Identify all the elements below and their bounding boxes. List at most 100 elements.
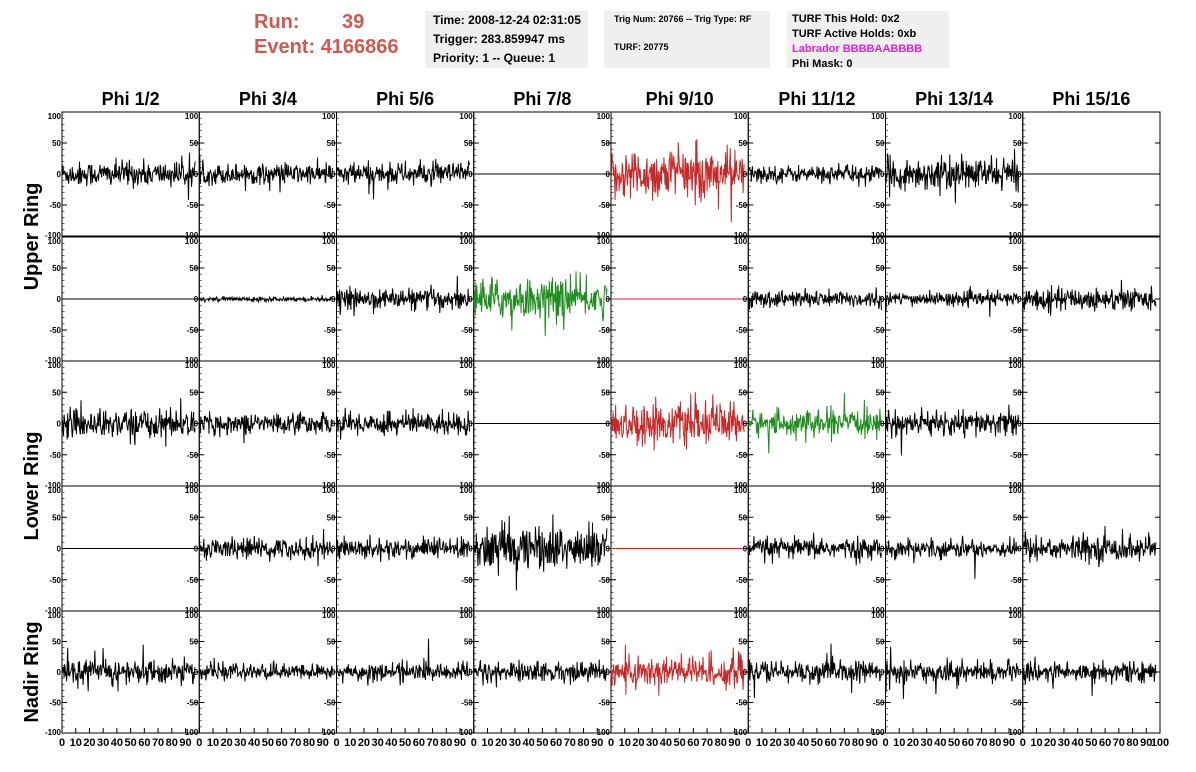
ytick-label: -100 <box>457 728 474 737</box>
trace-r5-c8 <box>1022 656 1157 697</box>
ytick-label: -50 <box>736 326 748 335</box>
ytick-label: 50 <box>738 139 747 148</box>
xtick-label: 10 <box>893 737 905 749</box>
ytick-label: 0 <box>468 295 473 304</box>
ytick-label: -100 <box>594 728 611 737</box>
xtick-label: 40 <box>248 737 260 749</box>
xtick-label: 20 <box>632 737 644 749</box>
ytick-label: 100 <box>459 112 473 121</box>
xtick-label: 50 <box>536 737 548 749</box>
ytick-label: 50 <box>876 139 885 148</box>
xtick-label: 80 <box>166 737 178 749</box>
xtick-label: 10 <box>207 737 219 749</box>
ytick-label: 0 <box>880 668 885 677</box>
ytick-label: 50 <box>464 513 473 522</box>
ytick-label: 0 <box>1017 420 1022 429</box>
ytick-label: -50 <box>598 201 610 210</box>
ytick-label: -50 <box>598 576 610 585</box>
ytick-label: 50 <box>189 638 198 647</box>
ytick-label: -50 <box>187 451 199 460</box>
ytick-label: 100 <box>322 486 336 495</box>
ytick-label: 0 <box>468 545 473 554</box>
ytick-label: 100 <box>185 611 199 620</box>
ytick-label: 0 <box>880 170 885 179</box>
run-label: Run: <box>254 11 300 33</box>
ytick-label: 50 <box>601 139 610 148</box>
xtick-label: 10 <box>619 737 631 749</box>
ytick-label: -50 <box>187 699 199 708</box>
ytick-label: -100 <box>868 728 885 737</box>
ytick-label: -50 <box>598 451 610 460</box>
ytick-label: 100 <box>597 237 611 246</box>
xtick-label: 90 <box>179 737 191 749</box>
ytick-label: 100 <box>185 361 199 370</box>
ytick-label: -50 <box>736 576 748 585</box>
ytick-label: 50 <box>52 638 61 647</box>
ytick-label: -50 <box>736 451 748 460</box>
ytick-label: 0 <box>331 170 336 179</box>
ytick-label: 0 <box>880 545 885 554</box>
ytick-label: 100 <box>597 611 611 620</box>
ytick-label: 100 <box>871 361 885 370</box>
ytick-label: -100 <box>457 231 474 240</box>
ytick-label: -50 <box>873 201 885 210</box>
ytick-label: 50 <box>738 388 747 397</box>
xtick-label: 40 <box>934 737 946 749</box>
ytick-label: 100 <box>459 486 473 495</box>
ytick-label: 0 <box>606 545 611 554</box>
ytick-label: 50 <box>738 513 747 522</box>
trace-r3-c7 <box>885 404 1020 456</box>
ytick-label: -50 <box>49 576 61 585</box>
ytick-label: 100 <box>459 361 473 370</box>
trace-r2-c8 <box>1022 279 1157 316</box>
phi-title-5: Phi 9/10 <box>646 89 714 109</box>
ytick-label: 0 <box>606 420 611 429</box>
ytick-label: 50 <box>327 513 336 522</box>
ytick-label: 0 <box>57 170 62 179</box>
ytick-label: 100 <box>185 486 199 495</box>
trace-r1-c3 <box>336 158 471 200</box>
xtick-label: 60 <box>1099 737 1111 749</box>
ytick-label: 0 <box>468 170 473 179</box>
ytick-label: 100 <box>1008 486 1022 495</box>
xtick-label: 50 <box>125 737 137 749</box>
ytick-label: -100 <box>45 606 62 615</box>
trace-r4-c4 <box>473 514 608 591</box>
xtick-label: 20 <box>358 737 370 749</box>
ytick-label: 100 <box>1008 237 1022 246</box>
xtick-label: 60 <box>413 737 425 749</box>
ytick-label: 100 <box>48 237 62 246</box>
trace-r2-c4 <box>473 271 608 337</box>
ytick-label: 100 <box>871 237 885 246</box>
xtick-label: 90 <box>1003 737 1015 749</box>
ytick-label: 100 <box>459 611 473 620</box>
ytick-label: 50 <box>601 388 610 397</box>
ytick-label: 0 <box>331 420 336 429</box>
xtick-label: 90 <box>866 737 878 749</box>
ytick-label: 0 <box>57 545 62 554</box>
ytick-label: 100 <box>734 486 748 495</box>
ytick-label: 0 <box>194 668 199 677</box>
xtick-label: 40 <box>660 737 672 749</box>
xtick-label: 100 <box>1151 737 1169 749</box>
xtick-label: 10 <box>756 737 768 749</box>
xtick-label: 10 <box>1030 737 1042 749</box>
xtick-label: 30 <box>646 737 658 749</box>
ytick-label: -50 <box>461 699 473 708</box>
ytick-label: -100 <box>45 356 62 365</box>
ytick-label: 0 <box>743 545 748 554</box>
phi-title-8: Phi 15/16 <box>1052 89 1130 109</box>
run-value: 39 <box>342 11 365 33</box>
xtick-label: 80 <box>303 737 315 749</box>
xtick-label: 0 <box>196 737 202 749</box>
ytick-label: -50 <box>324 326 336 335</box>
xtick-label: 70 <box>701 737 713 749</box>
xtick-label: 10 <box>70 737 82 749</box>
trigger-info-box: Trig Num: 20766 -- Trig Type: RF TURF: 2… <box>604 11 770 68</box>
ytick-label: 50 <box>601 513 610 522</box>
ytick-label: 0 <box>743 295 748 304</box>
ytick-label: 50 <box>738 264 747 273</box>
ytick-label: -50 <box>1010 201 1022 210</box>
xtick-label: 90 <box>591 737 603 749</box>
trace-r3-c5 <box>610 392 745 451</box>
